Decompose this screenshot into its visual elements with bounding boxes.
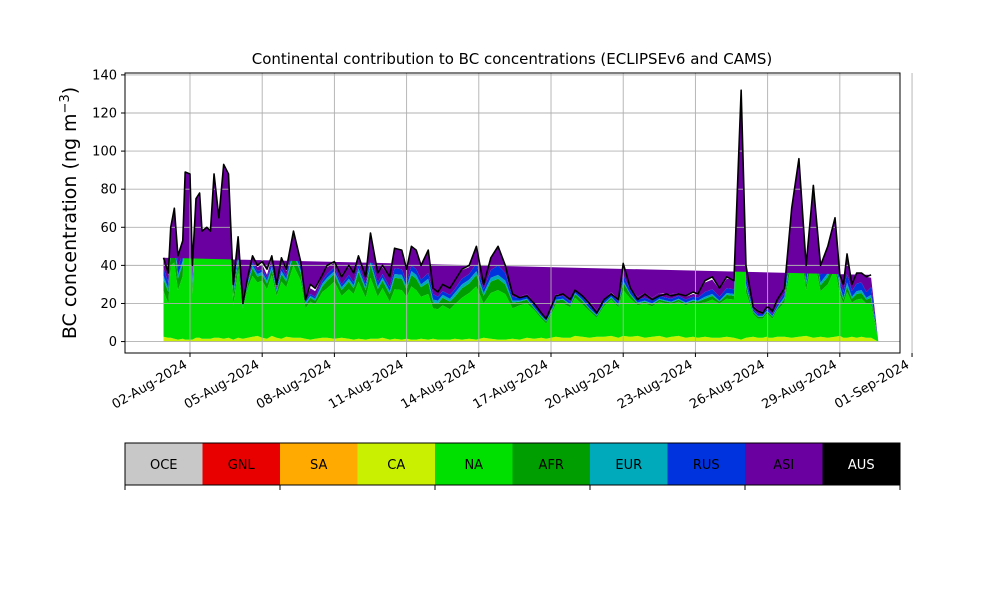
y-tick-label: 120 [92,107,117,122]
legend-label-aus: AUS [848,458,875,473]
legend-label-eur: EUR [615,458,642,473]
y-tick-label: 60 [100,221,117,236]
legend-label-oce: OCE [150,458,178,473]
legend-label-ca: CA [387,458,405,473]
legend-swatch-oce [125,443,203,485]
y-tick-label: 40 [100,259,117,274]
chart-title: Continental contribution to BC concentra… [252,50,773,68]
gridlines [125,73,913,353]
y-tick-label: 100 [92,145,117,160]
series-area-ca [163,335,900,342]
legend-label-rus: RUS [693,458,720,473]
y-tick-label: 80 [100,183,117,198]
y-axis-ticks: 0 20 40 60 80 100 120 140 [92,68,125,350]
legend-label-na: NA [464,458,483,473]
stacked-area-layers [163,90,900,342]
y-axis-label-close: ) [59,87,81,94]
y-tick-label: 140 [92,68,117,83]
series-area-residual [163,90,872,318]
plot-frame [124,72,901,354]
total-line [162,89,872,320]
legend-label-afr: AFR [539,458,564,473]
legend-swatch-sa [280,443,358,485]
legend-swatch-asi [745,443,823,485]
y-axis-label: BC concentration (ng m−3) [58,87,82,339]
legend-colorbar: OCE GNL SA CA NA AFR EUR RUS ASI AUS [124,442,901,490]
series-area-eur [163,158,900,342]
legend-swatch-na [435,443,513,485]
legend-swatch-afr [512,443,591,485]
series-area-na [163,179,900,342]
legend-colorbar-frame [124,442,901,486]
legend-label-gnl: GNL [228,458,256,473]
total-concentration-line [162,89,872,320]
legend-label-sa: SA [310,458,327,473]
y-tick-label: 20 [100,297,117,312]
legend-label-asi: ASI [773,458,794,473]
legend-swatch-aus [822,443,901,485]
series-area-afr [163,168,900,342]
y-tick-label: 0 [109,335,117,350]
legend-swatch-rus [667,443,746,485]
y-axis-label-text: BC concentration (ng m [59,113,81,339]
y-axis-label-sup: −3 [58,94,73,113]
legend-swatch-gnl [202,443,281,485]
legend-swatch-eur [590,443,668,485]
legend-swatch-ca [357,443,436,485]
